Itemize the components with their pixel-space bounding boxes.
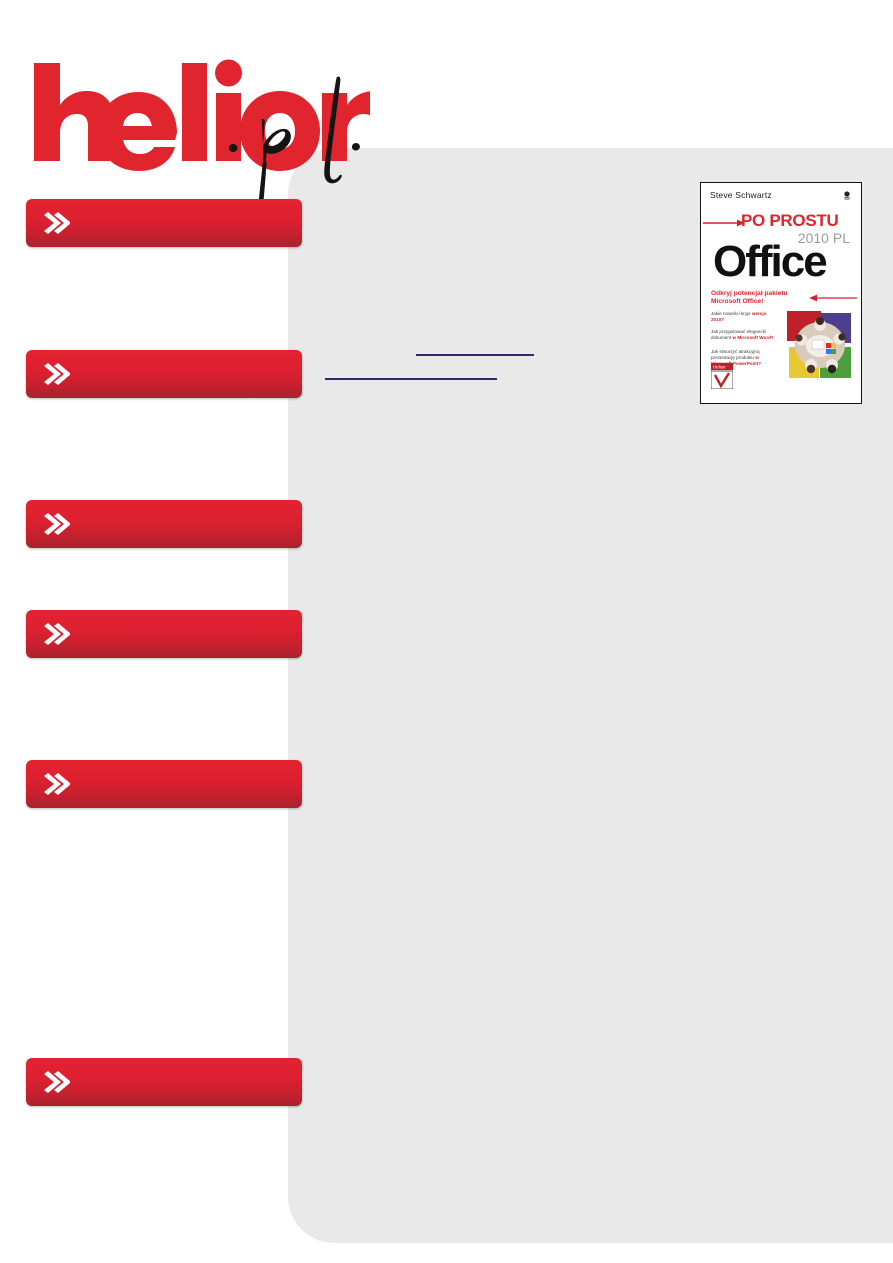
helion-publisher-logo: Helion bbox=[711, 363, 733, 389]
double-chevron-right-icon bbox=[44, 212, 70, 234]
nav-button-1[interactable] bbox=[26, 199, 302, 247]
book-cover[interactable]: Steve Schwartz PO PROSTU 2010 PL Office … bbox=[700, 182, 862, 404]
book-series-row: PO PROSTU bbox=[701, 211, 861, 230]
document-link-2[interactable] bbox=[325, 378, 497, 380]
book-series: PO PROSTU bbox=[741, 211, 839, 230]
double-chevron-right-icon bbox=[44, 363, 70, 385]
double-chevron-right-icon bbox=[44, 1071, 70, 1093]
business-meeting-photo-collage bbox=[787, 311, 851, 378]
double-chevron-right-icon bbox=[44, 513, 70, 535]
publisher-mark-icon bbox=[844, 191, 850, 200]
book-year-edition: 2010 PL bbox=[797, 230, 850, 246]
document-link-1[interactable] bbox=[416, 354, 534, 356]
book-bullet-1: Jakie nowości kryje wersja 2010? bbox=[711, 311, 767, 322]
nav-button-5[interactable] bbox=[26, 760, 302, 808]
svg-text:Helion: Helion bbox=[713, 364, 726, 369]
arrow-right-icon bbox=[703, 219, 745, 227]
arrow-left-icon bbox=[809, 294, 857, 302]
book-bullet-2: Jak przygotować elegancki dokument w Mic… bbox=[711, 329, 774, 340]
double-chevron-right-icon bbox=[44, 773, 70, 795]
book-author: Steve Schwartz bbox=[710, 190, 772, 200]
book-bullet-3: Jak stworzyć atrakcyjną prezentację prod… bbox=[711, 349, 762, 366]
book-title: Office bbox=[713, 237, 828, 286]
nav-button-6[interactable] bbox=[26, 1058, 302, 1106]
double-chevron-right-icon bbox=[44, 623, 70, 645]
helion-logo[interactable] bbox=[30, 55, 370, 215]
nav-button-4[interactable] bbox=[26, 610, 302, 658]
book-tagline: Odkryj potencjał pakietu Microsoft Offic… bbox=[711, 290, 788, 306]
nav-button-3[interactable] bbox=[26, 500, 302, 548]
nav-button-2[interactable] bbox=[26, 350, 302, 398]
